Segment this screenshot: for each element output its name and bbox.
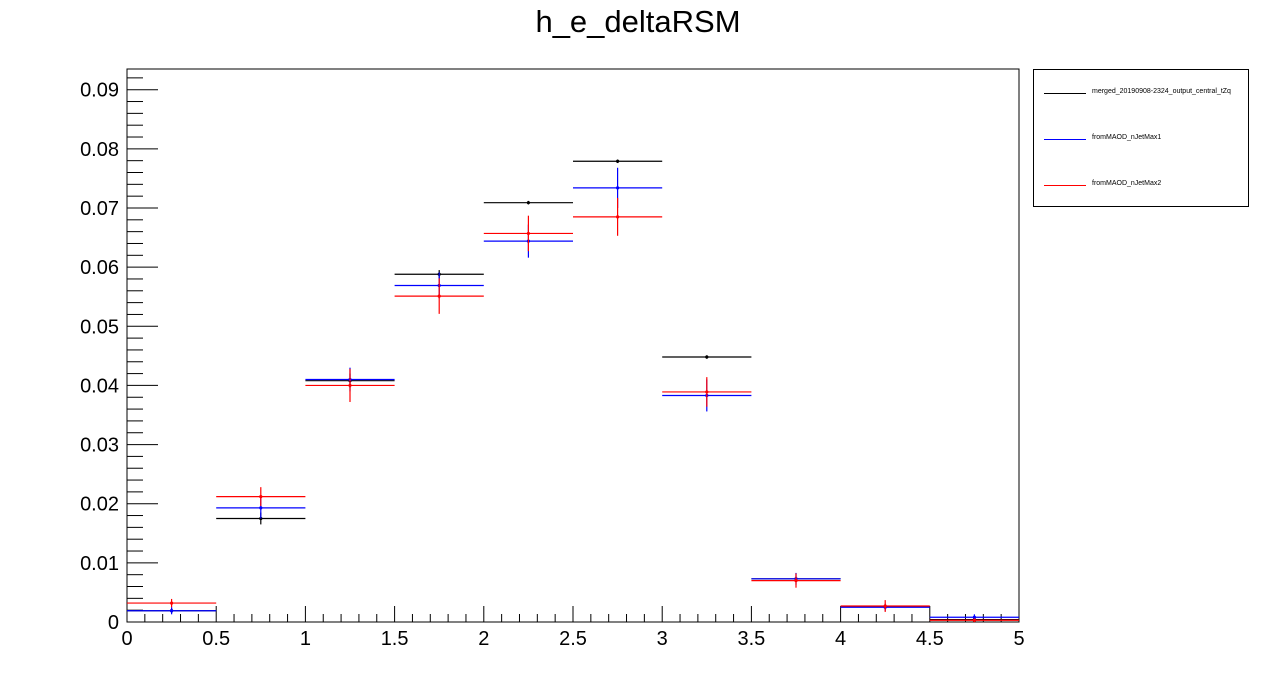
data-point xyxy=(170,609,174,613)
data-point xyxy=(972,618,977,622)
x-tick-label: 0.5 xyxy=(202,628,230,650)
chart-title: h_e_deltaRSM xyxy=(535,4,741,39)
y-tick-label: 0.06 xyxy=(80,257,119,279)
data-point xyxy=(705,355,709,359)
legend-swatch-2 xyxy=(1044,139,1086,140)
legend-swatch-3 xyxy=(1044,185,1086,186)
data-point xyxy=(526,201,531,205)
x-tick-label: 4 xyxy=(835,628,846,650)
x-tick-label: 3.5 xyxy=(737,628,765,650)
y-tick-label: 0.03 xyxy=(80,435,119,457)
legend-entry-3: fromMAOD_nJetMax2 xyxy=(1040,178,1245,192)
plot-frame xyxy=(126,68,1020,623)
legend-label-3: fromMAOD_nJetMax2 xyxy=(1092,180,1162,187)
x-tick-label: 1 xyxy=(300,628,311,650)
x-tick-label: 3 xyxy=(657,628,668,650)
y-tick-label: 0.01 xyxy=(80,553,119,575)
data-point xyxy=(972,615,977,619)
data-point xyxy=(616,159,620,163)
legend-entry-2: fromMAOD_nJetMax1 xyxy=(1040,132,1245,146)
legend-entry-1: merged_20190908-2324_output_central_tZq xyxy=(1040,86,1245,100)
y-tick-label: 0.07 xyxy=(80,198,119,220)
data-point xyxy=(883,604,887,608)
series-layer xyxy=(127,159,1019,622)
x-tick-label: 1.5 xyxy=(381,628,409,650)
y-tick-label: 0.05 xyxy=(80,316,119,338)
x-tick-label: 5 xyxy=(1013,628,1024,650)
data-point xyxy=(616,215,620,219)
y-tick-label: 0 xyxy=(108,612,119,634)
data-point xyxy=(170,601,174,605)
data-point xyxy=(259,506,263,510)
data-point xyxy=(526,231,531,236)
legend-label-1: merged_20190908-2324_output_central_tZq xyxy=(1092,88,1231,95)
x-tick-label: 2 xyxy=(478,628,489,650)
x-tick-label: 0 xyxy=(121,628,132,650)
data-point xyxy=(348,383,352,388)
y-tick-label: 0.02 xyxy=(80,494,119,516)
legend-label-2: fromMAOD_nJetMax1 xyxy=(1092,134,1162,141)
data-point xyxy=(616,186,620,190)
axes: 0 0.5 1 1.5 2 2.5 3 3.5 4 4.5 5 0 0.01 0.02 0.03 0.04 0.… xyxy=(80,77,1025,650)
y-tick-label: 0.09 xyxy=(80,80,119,102)
x-tick-label: 2.5 xyxy=(559,628,587,650)
legend-swatch-1 xyxy=(1044,93,1086,94)
series-3 xyxy=(127,197,1019,622)
data-point xyxy=(259,495,263,499)
y-tick-label: 0.04 xyxy=(80,375,119,397)
data-point xyxy=(705,390,709,394)
series-2 xyxy=(127,167,1019,621)
legend: merged_20190908-2324_output_central_tZq … xyxy=(1033,69,1249,207)
y-tick-label: 0.08 xyxy=(80,139,119,161)
x-tick-label: 4.5 xyxy=(916,628,944,650)
series-1 xyxy=(127,159,1019,622)
data-point xyxy=(794,578,798,583)
data-point xyxy=(437,294,441,298)
